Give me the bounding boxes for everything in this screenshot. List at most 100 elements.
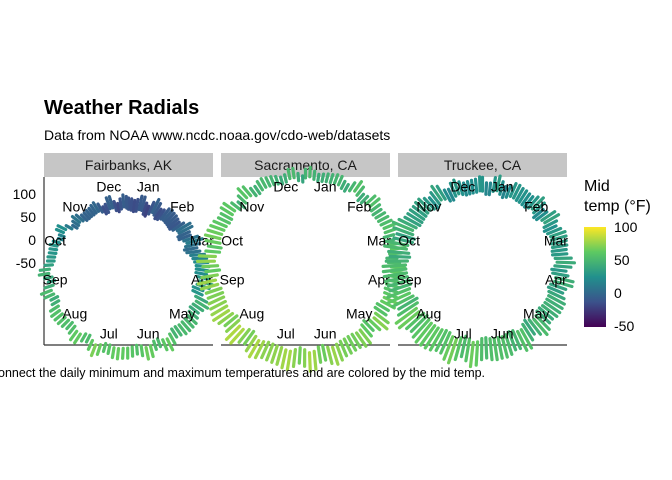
temp-segment [177,233,192,242]
temp-segment [534,210,549,222]
temp-segment [175,221,192,233]
temp-segment [537,306,555,321]
temp-segment [409,314,429,333]
temp-segment [224,324,242,341]
temp-segment [377,214,390,223]
temp-segment [194,299,210,310]
temp-segment [369,203,382,213]
temp-segment [519,328,534,350]
temp-segment [382,222,397,230]
temp-segment [206,228,224,236]
temp-segment [397,301,419,317]
y-axis: 100 50 0 -50 [13,186,37,271]
temp-segment [381,263,408,268]
temp-segment [206,244,223,250]
temp-segment [545,226,563,236]
month-label: Sep [43,272,68,288]
temp-segment [56,224,68,232]
temp-segment [392,236,414,245]
temp-segment [540,210,557,222]
temp-segment [129,197,134,212]
temp-segment [285,349,292,372]
temp-segment [543,301,562,315]
temp-segment [478,175,482,193]
temp-segment [87,206,96,217]
daily-segments [196,165,407,373]
temp-segment [540,304,559,318]
temp-segment [84,333,92,344]
temp-segment [116,201,121,214]
temp-segment [253,184,262,196]
temp-segment [166,217,180,229]
temp-segment [143,204,151,218]
temp-segment [422,196,436,211]
temp-segment [291,166,296,180]
temp-segment [95,343,103,356]
temp-segment [47,251,58,255]
temp-segment [553,264,573,269]
temp-segment [223,314,239,328]
panel-1: Fairbanks, AKJanFebMarAprMayJunJulAugSep… [37,153,214,361]
temp-segment [191,289,204,297]
legend-tick-50: 50 [614,252,630,268]
month-label: Oct [44,232,66,248]
temp-segment [147,200,156,216]
temp-segment [342,337,353,355]
temp-segment [448,181,458,198]
temp-segment [547,289,566,301]
month-label: Sep [220,272,245,288]
temp-segment [457,180,465,197]
temp-segment [173,325,183,337]
temp-segment [134,197,140,213]
temp-segment [419,324,437,347]
temp-segment [551,271,570,278]
temp-segment [207,295,226,306]
temp-segment [484,181,489,196]
facet-label: Fairbanks, AK [85,157,173,173]
month-label: Jan [491,179,514,195]
temp-segment [375,302,390,312]
temp-segment [379,218,393,227]
temp-segment [230,201,242,211]
temp-segment [89,343,98,358]
month-label: Nov [239,198,264,214]
temp-segment [397,217,418,230]
temp-segment [359,194,370,205]
temp-segment [403,215,422,228]
temp-segment [219,212,234,221]
daily-segments [381,174,577,369]
month-label: Aug [416,306,441,322]
temp-segment [350,332,362,349]
temp-segment [548,230,567,239]
month-label: Dec [450,179,475,195]
chart-title: Weather Radials [44,97,199,119]
chart-caption: onnect the daily minimum and maximum tem… [0,366,485,380]
temp-segment [74,213,85,223]
temp-segment [414,321,433,344]
temp-segment [280,348,288,370]
month-label: May [523,306,549,322]
temp-segment [355,185,365,197]
month-label: Dec [96,179,121,195]
month-label: Jan [137,179,160,195]
temp-segment [417,197,432,212]
temp-segment [229,327,245,345]
month-label: May [346,306,372,322]
temp-segment [64,224,74,231]
temp-segment [118,197,124,211]
temp-segment [89,203,98,215]
temp-segment [414,201,430,215]
temp-segment [144,346,150,361]
temp-segment [177,224,194,235]
temp-segment [79,332,88,343]
temp-segment [491,176,497,193]
temp-segment [65,321,74,331]
month-label: Oct [398,232,420,248]
temp-segment [42,275,54,281]
temp-segment [511,329,523,351]
temp-segment [358,328,372,345]
temp-segment [194,271,209,277]
temp-segment [406,212,424,224]
temp-segment [462,181,469,197]
temp-segment [550,243,569,250]
